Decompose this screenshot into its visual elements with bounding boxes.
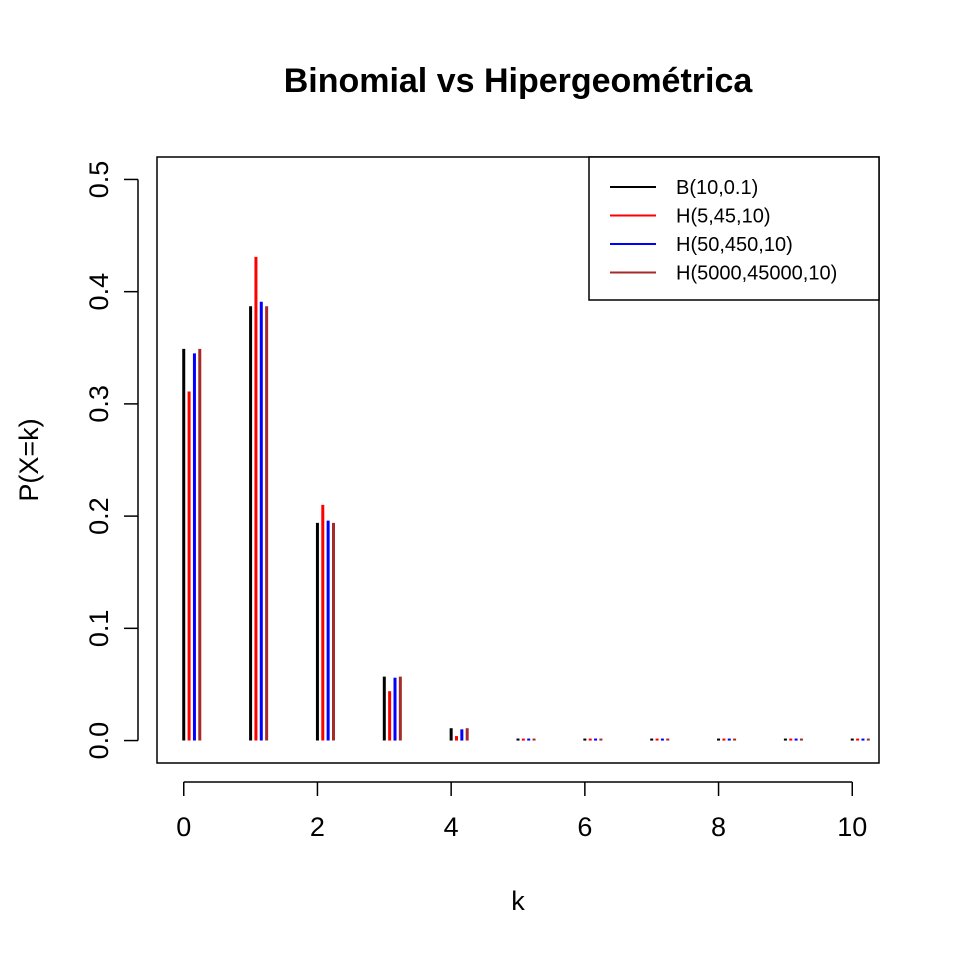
bars-group — [182, 256, 870, 741]
y-axis: 0.0 0.1 0.2 0.3 0.4 0.5 — [84, 161, 139, 760]
legend-label-3: H(50,450,10) — [676, 234, 793, 256]
plot-frame — [156, 156, 880, 764]
y-tick-label-0.1: 0.1 — [84, 610, 114, 648]
y-axis-label: P(X=k) — [14, 418, 44, 501]
y-tick-label-0.2: 0.2 — [84, 497, 114, 535]
y-tick-label-0.4: 0.4 — [84, 273, 114, 311]
x-axis: 0 2 4 6 8 10 — [176, 781, 867, 842]
x-tick-label-2: 2 — [310, 812, 325, 842]
x-tick-label-0: 0 — [176, 812, 191, 842]
x-tick-label-8: 8 — [711, 812, 726, 842]
y-tick-label-0.0: 0.0 — [84, 722, 114, 760]
x-axis-label: k — [511, 886, 525, 916]
y-tick-label-0.5: 0.5 — [84, 161, 114, 199]
legend-label-4: H(5000,45000,10) — [676, 263, 837, 285]
x-tick-label-4: 4 — [444, 812, 459, 842]
legend-box — [588, 156, 880, 301]
chart-title: Binomial vs Hipergeométrica — [284, 62, 754, 100]
legend: B(10,0.1) H(5,45,10) H(50,450,10) H(5000,45… — [588, 156, 880, 301]
x-tick-label-10: 10 — [837, 812, 867, 842]
x-tick-label-6: 6 — [577, 812, 592, 842]
y-tick-label-0.3: 0.3 — [84, 385, 114, 423]
legend-label-1: B(10,0.1) — [676, 177, 758, 199]
legend-label-2: H(5,45,10) — [676, 206, 771, 228]
